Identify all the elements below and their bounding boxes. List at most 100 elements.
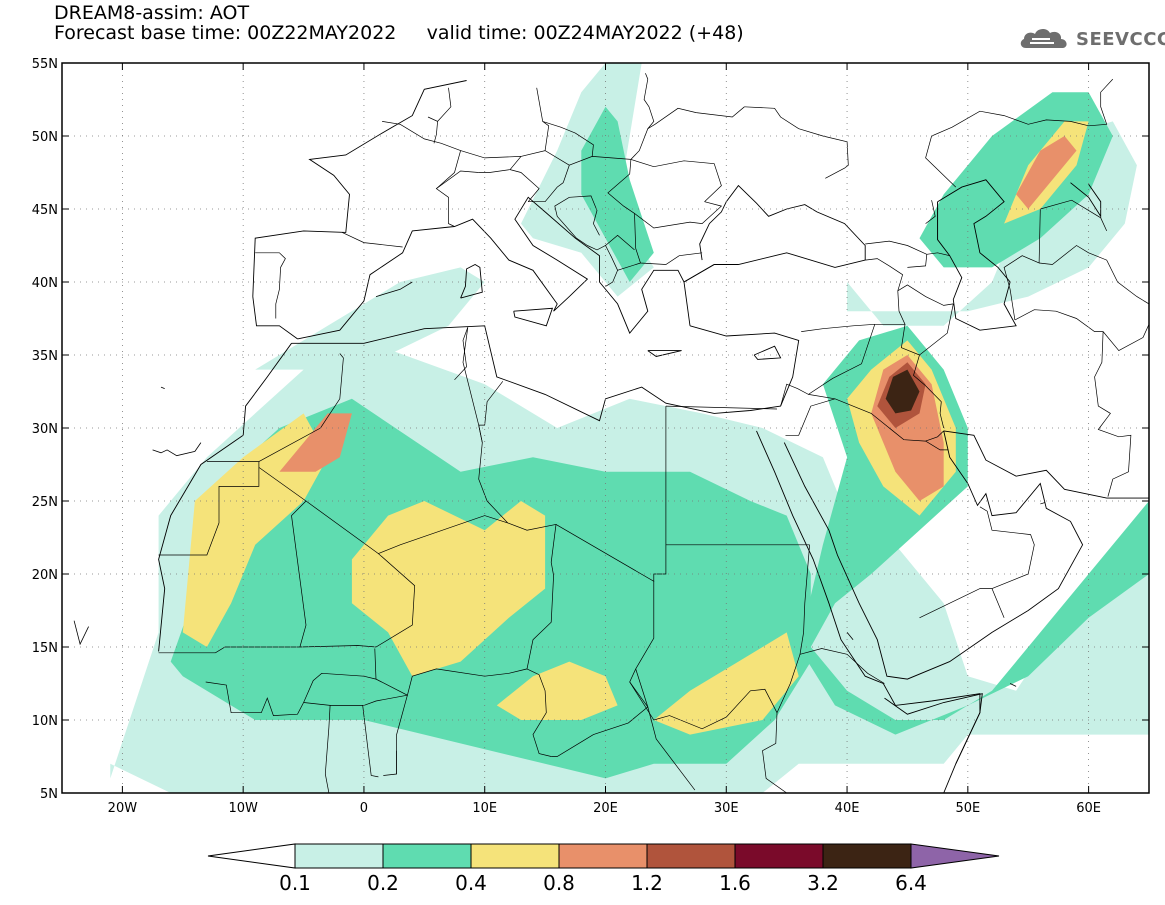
country-border xyxy=(437,87,452,122)
country-border xyxy=(647,706,696,791)
country-border xyxy=(510,169,540,202)
coastline xyxy=(783,430,1084,680)
country-border xyxy=(255,252,286,319)
coastline xyxy=(460,263,483,299)
country-border xyxy=(665,405,778,410)
country-border xyxy=(374,515,557,696)
coastline xyxy=(683,264,715,326)
country-border xyxy=(762,654,801,793)
colorbar-level-label: 6.4 xyxy=(895,871,927,895)
country-border xyxy=(478,425,483,443)
coastline xyxy=(753,345,782,360)
lat-tick-label: 5N xyxy=(40,787,58,802)
aot-region-level-3 xyxy=(279,413,352,472)
lat-tick-label: 40N xyxy=(32,276,58,291)
country-border xyxy=(1014,309,1132,497)
lon-tick-label: 10E xyxy=(472,801,497,816)
country-border xyxy=(342,232,403,248)
coastline xyxy=(291,325,800,422)
country-border xyxy=(362,705,379,778)
country-border xyxy=(435,170,479,227)
country-border xyxy=(258,357,344,462)
country-border xyxy=(554,195,600,246)
colorbar-level-label: 0.8 xyxy=(543,871,575,895)
country-border xyxy=(865,258,904,291)
lon-tick-label: 40E xyxy=(835,801,860,816)
colorbar-level-label: 0.2 xyxy=(367,871,399,895)
lon-tick-label: 20E xyxy=(593,801,618,816)
country-border xyxy=(607,159,723,229)
country-border xyxy=(925,430,944,442)
country-border xyxy=(1102,324,1149,352)
logo-text: SEEVCCC xyxy=(1076,28,1165,50)
country-border xyxy=(158,467,307,654)
coastline xyxy=(1070,182,1102,218)
lat-tick-label: 25N xyxy=(32,495,58,510)
country-border xyxy=(635,668,649,708)
coastline xyxy=(937,179,1017,331)
island-outline xyxy=(152,442,202,457)
country-border xyxy=(478,150,570,173)
country-border xyxy=(799,544,885,684)
country-border xyxy=(536,87,550,151)
colorbar-swatch xyxy=(294,843,384,869)
map-area: 20W 10W 0 10E 20E 30E 40E 50E 60E 55N 50N 45N 40N 35… xyxy=(32,57,1150,816)
lat-tick-label: 30N xyxy=(32,422,58,437)
country-border xyxy=(926,252,950,257)
coastline xyxy=(513,307,554,327)
coastline xyxy=(943,430,1149,499)
cloud-icon xyxy=(1020,28,1067,48)
country-border xyxy=(897,284,954,325)
seevccc-logo: SEEVCCC xyxy=(1018,24,1165,54)
country-border xyxy=(605,262,641,287)
map-title: DREAM8-assim: AOT xyxy=(54,2,250,24)
country-border xyxy=(205,672,377,716)
coastline xyxy=(158,343,292,652)
lon-tick-label: 20W xyxy=(108,801,138,816)
lat-tick-label: 50N xyxy=(32,130,58,145)
colorbar-swatch xyxy=(382,843,472,869)
colorbar-swatch xyxy=(558,843,648,869)
coastline xyxy=(647,350,682,357)
island-outline xyxy=(375,281,413,297)
colorbar-level-label: 3.2 xyxy=(807,871,839,895)
colorbar-swatch xyxy=(822,843,912,869)
lon-tick-label: 60E xyxy=(1076,801,1101,816)
island-outline xyxy=(160,386,165,389)
country-border xyxy=(925,200,936,224)
country-border xyxy=(427,116,438,144)
aot-region-level-6 xyxy=(885,369,920,414)
lat-tick-label: 35N xyxy=(32,349,58,364)
island-outline xyxy=(62,315,63,316)
colorbar: 0.1 0.2 0.4 0.8 1.2 1.6 3.2 6.4 xyxy=(207,843,1000,895)
country-border xyxy=(647,106,745,129)
aot-region-level-2 xyxy=(496,661,618,720)
colorbar-level-label: 0.4 xyxy=(455,871,487,895)
country-border xyxy=(542,121,594,157)
country-border xyxy=(526,668,552,757)
coastline xyxy=(297,196,866,340)
coastline xyxy=(252,296,298,340)
country-border xyxy=(630,73,655,160)
aot-region-level-2 xyxy=(653,632,799,735)
country-border xyxy=(744,106,849,179)
colorbar-under-triangle xyxy=(207,843,296,869)
country-border xyxy=(478,381,504,426)
country-border xyxy=(555,406,667,582)
island-outline xyxy=(73,620,89,646)
lon-tick-label: 0 xyxy=(360,801,368,816)
coastline xyxy=(756,430,981,764)
country-border xyxy=(605,234,635,251)
country-border xyxy=(454,327,469,381)
country-border xyxy=(1040,502,1046,505)
longitude-axis: 20W 10W 0 10E 20E 30E 40E 50E 60E xyxy=(108,63,1101,816)
country-border xyxy=(919,588,1005,619)
country-border xyxy=(551,581,655,757)
map-subtitle: Forecast base time: 00Z22MAY2022 valid t… xyxy=(54,22,744,44)
lon-tick-label: 30E xyxy=(714,801,739,816)
colorbar-swatch xyxy=(734,843,824,869)
lat-tick-label: 55N xyxy=(32,57,58,72)
aot-region-level-0 xyxy=(255,267,485,370)
aot-contours xyxy=(110,63,1149,793)
